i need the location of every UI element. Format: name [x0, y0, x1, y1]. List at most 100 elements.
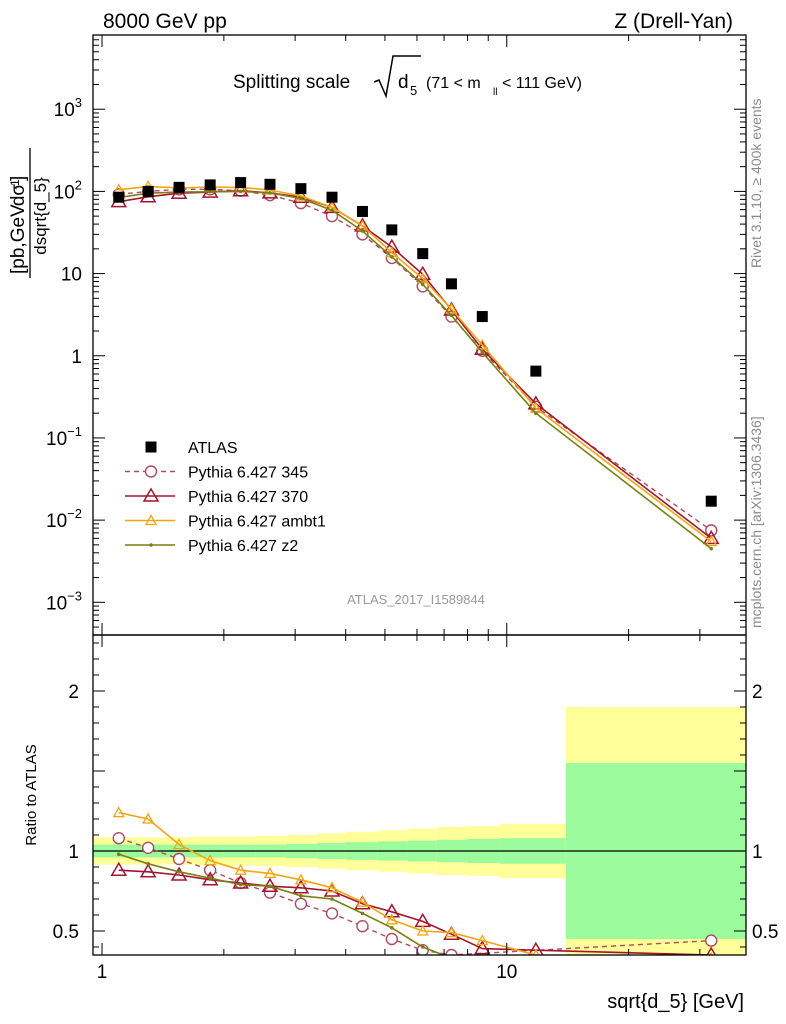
legend-z2-marker: [149, 543, 153, 547]
y-tick-label: 1: [71, 347, 82, 368]
ratio-y-tick-label-right: 1: [752, 842, 763, 863]
ratio-z2-point: [299, 894, 303, 898]
y-axis-label-denominator: dsqrt{d_5}: [31, 177, 50, 255]
legend-ambt1-label: Pythia 6.427 ambt1: [188, 514, 326, 531]
y-axis-label: dσ [pb,GeV -1 ] dsqrt{d_5}: [8, 148, 50, 278]
main-data-point: [530, 365, 542, 377]
main-ambt1-point: [445, 302, 458, 314]
ratio-ambt1-point: [263, 867, 277, 879]
main-p370-point: [383, 238, 401, 253]
ratio-y-tick-label-right: 2: [752, 682, 763, 703]
ratio-p370-point: [261, 877, 279, 892]
main-data-point: [705, 495, 717, 507]
ratio-z2-point: [330, 897, 334, 901]
ratio-p345-point: [445, 948, 458, 955]
legend-data-label: ATLAS: [188, 440, 238, 457]
ratio-p370-point: [383, 903, 401, 918]
main-z2-point: [449, 313, 454, 318]
ratio-ambt1-point: [476, 934, 489, 946]
ratio-z2-point: [238, 882, 243, 887]
ratio-y-tick-label-right: 0.5: [752, 922, 778, 943]
main-data-point: [295, 183, 307, 195]
legend-p370-marker: [142, 487, 160, 502]
main-data-point: [204, 179, 216, 191]
ratio-p370-point: [473, 940, 491, 955]
ratio-p345-point: [705, 934, 718, 947]
y-axis-label-numerator: dσ: [8, 184, 29, 207]
main-z2-point: [330, 208, 334, 213]
mcplots-label: mcplots.cern.ch [arXiv:1306.3436]: [748, 416, 764, 628]
ratio-y-tick-label-left: 2: [68, 682, 79, 703]
main-z2-point: [480, 350, 485, 355]
main-data-point: [173, 181, 185, 193]
ratio-p370-point: [232, 874, 249, 889]
ratio-p345-point: [325, 907, 339, 920]
y-tick-label: 102: [54, 177, 82, 203]
main-p370-point: [702, 529, 720, 545]
chart-title-range: (71 < m: [426, 75, 481, 92]
legend: ATLAS Pythia 6.427 345 Pythia 6.427 370 Pyt…: [125, 440, 326, 555]
header-left: 8000 GeV pp: [103, 10, 227, 33]
main-ambt1-point: [476, 338, 489, 350]
main-z2-point: [709, 546, 714, 551]
main-ambt1-point: [705, 535, 718, 547]
ratio-z2-point: [146, 862, 150, 866]
main-p345-point: [416, 280, 429, 293]
chart-title-range-end: < 111 GeV): [502, 75, 582, 92]
legend-p370-label: Pythia 6.427 370: [188, 489, 308, 506]
legend-p345-label: Pythia 6.427 345: [188, 465, 308, 482]
ratio-p345-point: [112, 832, 125, 845]
ratio-p345-point: [172, 852, 186, 866]
ratio-ambt1-point: [356, 895, 369, 907]
ratio-p345-point: [263, 886, 277, 899]
main-data-point: [113, 191, 125, 203]
ratio-p370-point: [139, 863, 157, 878]
chart-title: Splitting scale d 5 (71 < m ll < 111 GeV…: [233, 55, 582, 99]
sqrt-sign-icon: [373, 55, 421, 99]
ratio-p370-point: [528, 941, 544, 955]
ratio-ambt1-line: [118, 811, 580, 955]
chart-title-range-sub: ll: [493, 87, 497, 98]
ratio-p345-point: [356, 920, 369, 933]
main-data-point: [235, 177, 247, 189]
ratio-y-tick-label-left: 1: [68, 842, 79, 863]
ratio-ambt1-point: [234, 863, 247, 875]
main-data-point: [142, 185, 154, 197]
y-tick-label: 10−1: [46, 424, 82, 450]
ratio-z2-point: [420, 945, 425, 949]
y-tick-label: 103: [54, 95, 82, 121]
y-axis-label-units-end: ]: [8, 176, 29, 181]
ratio-z2-point: [390, 926, 394, 930]
y-axis-label-units-sup: -1: [8, 179, 22, 190]
x-tick-label: 10: [496, 962, 517, 983]
main-data-point: [417, 248, 429, 260]
ratio-ambt1-point: [294, 873, 307, 885]
main-z2-point: [238, 189, 243, 194]
main-z2-point: [299, 196, 303, 201]
y-tick-label: 10: [61, 265, 82, 286]
y-tick-label: 10−3: [46, 588, 82, 614]
ratio-p345-point: [385, 932, 399, 946]
y-axis-label-units: [pb,GeV: [8, 204, 29, 274]
ratio-p370-line: [118, 869, 712, 955]
main-data-point: [445, 278, 457, 290]
ratio-y-tick-label-left: 0.5: [53, 922, 79, 943]
main-data-point: [386, 224, 398, 236]
main-data-point: [326, 191, 338, 203]
y-tick-label: 10−2: [46, 506, 82, 532]
main-z2-point: [208, 189, 212, 194]
ratio-p370-point: [292, 879, 310, 894]
main-data-point: [356, 205, 368, 217]
chart-title-main: Splitting scale: [233, 72, 350, 93]
ratio-z2-point: [208, 876, 212, 880]
ratio-z2-point: [268, 884, 272, 888]
analysis-watermark: ATLAS_2017_I1589844: [347, 592, 485, 607]
legend-p345-marker: [144, 465, 158, 478]
ratio-ambt1-point: [204, 854, 217, 866]
header-right: Z (Drell-Yan): [614, 10, 733, 33]
ratio-frame: [92, 634, 747, 956]
main-z2-point: [268, 191, 272, 195]
ratio-ambt1-point: [142, 812, 155, 824]
chart-title-symbol: d: [398, 72, 409, 93]
